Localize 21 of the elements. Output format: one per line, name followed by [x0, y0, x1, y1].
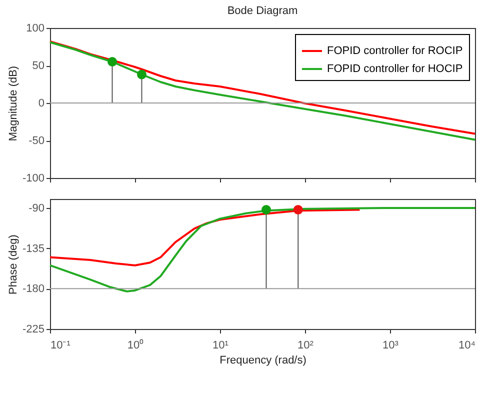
y-axis-title: Phase (deg): [7, 234, 20, 294]
y-tick-label: 50: [32, 60, 44, 72]
legend-label: FOPID controller for HOCIP: [327, 63, 463, 75]
x-tick-label: 10³: [382, 340, 399, 352]
x-tick-label: 10¹: [212, 340, 229, 352]
y-tick-label: -135: [22, 242, 44, 255]
x-tick-label: 10²: [298, 340, 314, 352]
y-tick-label: -90: [28, 202, 44, 214]
y-tick-label: 0: [38, 98, 44, 110]
y-tick-label: 100: [26, 22, 44, 34]
y-axis-title: Magnitude (dB): [7, 66, 20, 142]
y-tick-label: -180: [22, 283, 44, 296]
y-tick-label: -225: [22, 324, 44, 336]
x-tick-label: 10⁻¹: [50, 340, 71, 352]
y-tick-label: -50: [28, 135, 44, 147]
x-axis-title: Frequency (rad/s): [220, 354, 306, 366]
chart-title: Bode Diagram: [227, 5, 298, 17]
y-tick-label: -100: [22, 172, 44, 184]
x-tick-label: 10⁰: [127, 338, 144, 352]
x-tick-label: 10⁴: [458, 340, 476, 352]
legend-label: FOPID controller for ROCIP: [327, 45, 463, 57]
